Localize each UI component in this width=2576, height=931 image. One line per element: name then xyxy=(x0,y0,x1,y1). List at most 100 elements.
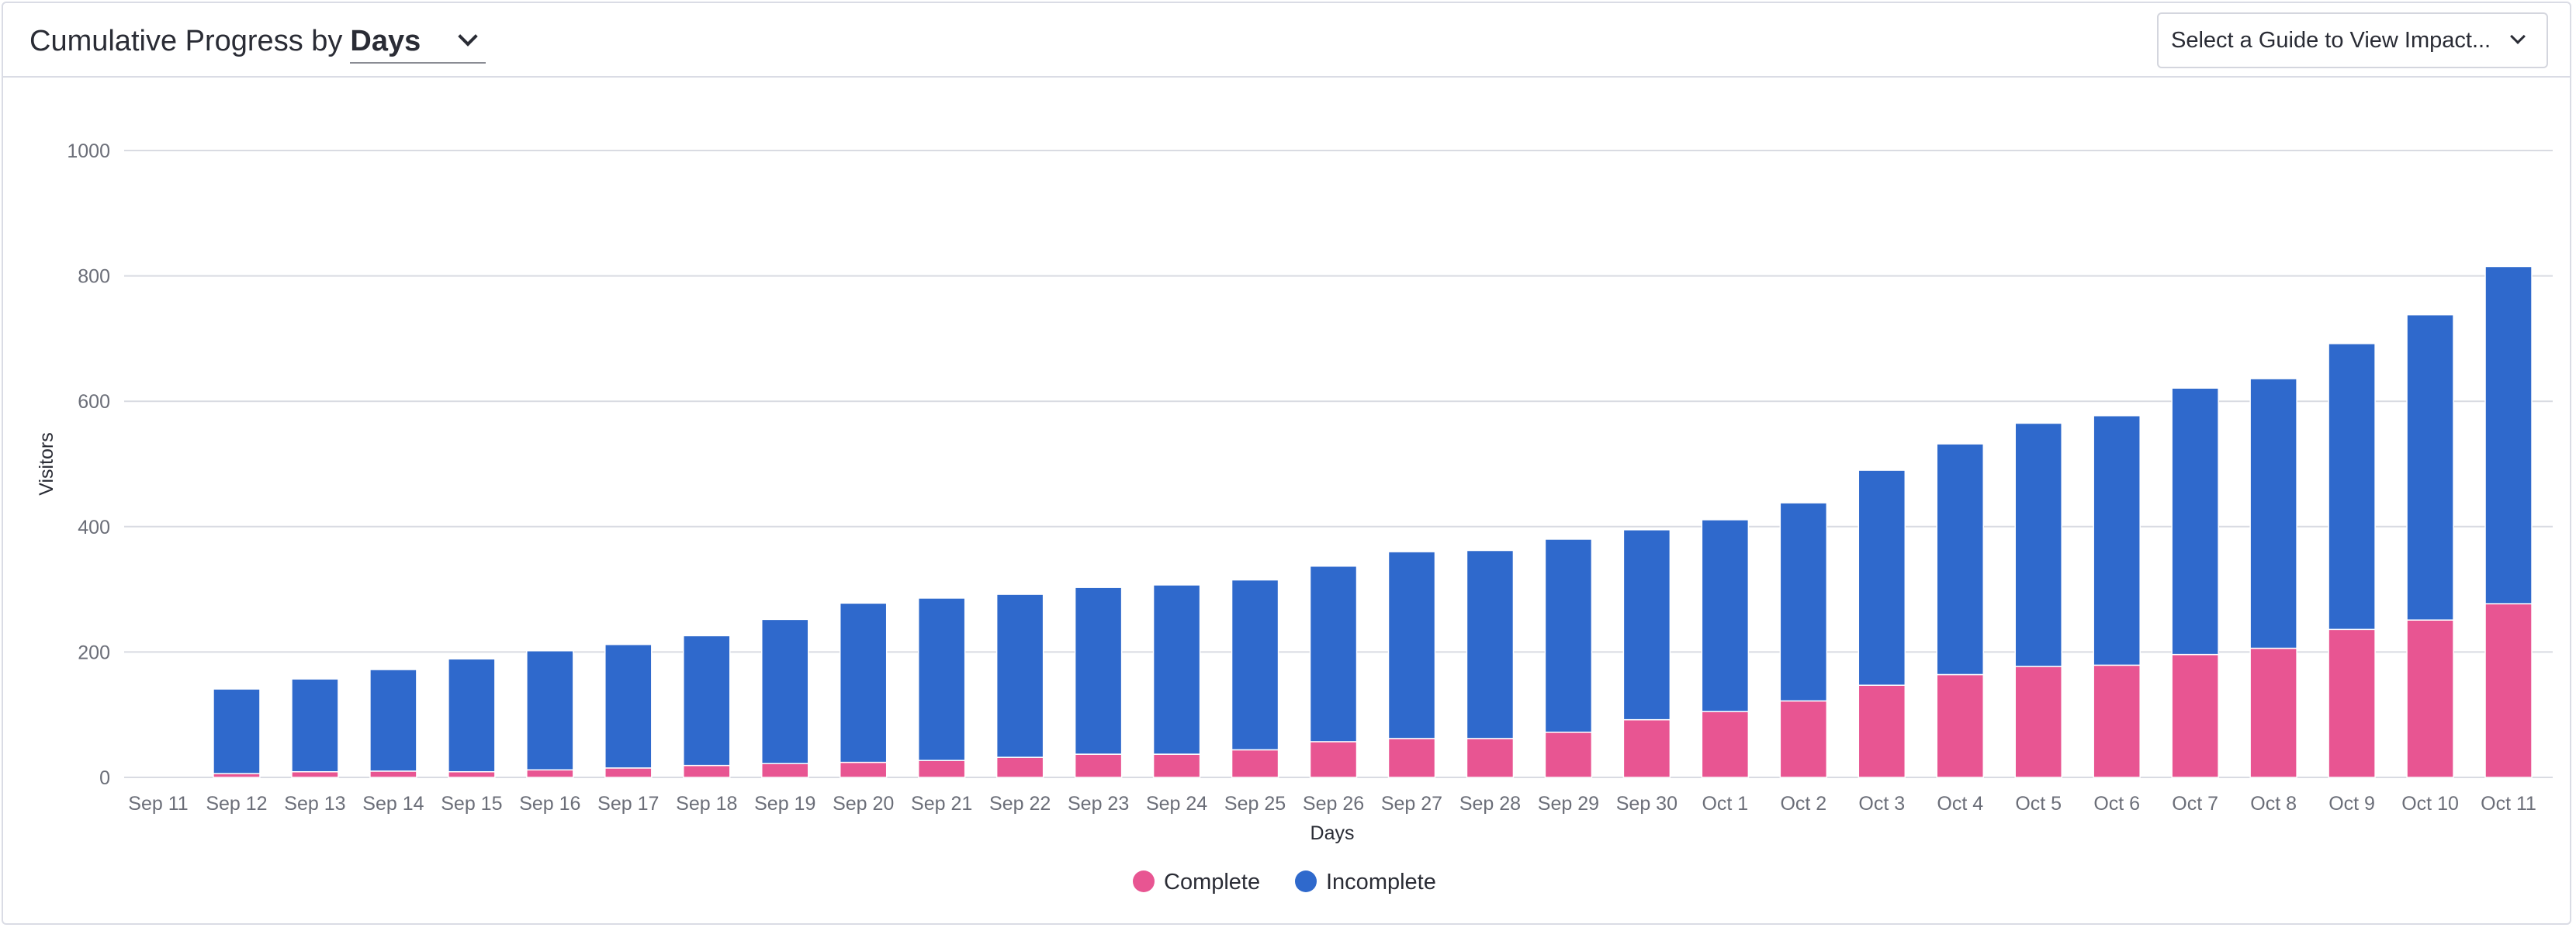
bar-incomplete xyxy=(995,594,1044,758)
x-tick-label: Sep 13 xyxy=(284,793,345,815)
x-tick-label: Oct 3 xyxy=(1858,793,1905,815)
bar-incomplete xyxy=(369,669,417,772)
legend-marker-complete xyxy=(1133,870,1155,892)
bar-incomplete xyxy=(1779,502,1828,702)
bar-incomplete xyxy=(1936,443,1985,676)
x-tick-label: Sep 15 xyxy=(441,793,502,815)
x-tick-label: Sep 25 xyxy=(1224,793,1286,815)
legend-marker-incomplete xyxy=(1295,870,1317,892)
y-tick-label: 200 xyxy=(78,642,110,663)
bar-complete xyxy=(1622,718,1671,778)
y-tick-label: 0 xyxy=(99,767,110,789)
x-axis-title: Days xyxy=(1311,822,1355,844)
y-tick-label: 600 xyxy=(78,391,110,413)
bar-complete xyxy=(1701,711,1750,778)
bar-incomplete xyxy=(1074,587,1123,755)
x-tick-label: Oct 8 xyxy=(2250,793,2297,815)
x-tick-label: Oct 9 xyxy=(2328,793,2375,815)
bar-complete xyxy=(1231,749,1279,778)
y-tick-label: 1000 xyxy=(67,140,110,162)
x-tick-label: Sep 29 xyxy=(1538,793,1599,815)
chart-title: Cumulative Progress by Days xyxy=(29,23,486,64)
bar-complete xyxy=(604,767,653,778)
y-tick-label: 400 xyxy=(78,517,110,538)
bar-incomplete xyxy=(604,643,653,769)
bar-incomplete xyxy=(2093,415,2141,666)
group-by-select[interactable]: Days xyxy=(350,23,486,64)
bar-incomplete xyxy=(1858,469,1906,686)
bar-complete xyxy=(1779,700,1828,778)
bar-incomplete xyxy=(2406,313,2454,621)
x-tick-label: Oct 5 xyxy=(2015,793,2062,815)
x-tick-label: Sep 18 xyxy=(676,793,737,815)
x-tick-label: Sep 19 xyxy=(754,793,815,815)
bar-complete xyxy=(2014,666,2062,778)
x-tick-label: Sep 20 xyxy=(833,793,894,815)
x-tick-label: Sep 24 xyxy=(1146,793,1207,815)
x-tick-label: Oct 2 xyxy=(1780,793,1826,815)
bar-complete xyxy=(2406,619,2454,778)
bar-incomplete xyxy=(1152,584,1201,755)
bar-complete xyxy=(1466,738,1515,778)
bar-complete xyxy=(1309,741,1358,778)
bar-incomplete xyxy=(683,635,731,767)
bar-complete xyxy=(995,756,1044,778)
x-tick-label: Sep 23 xyxy=(1068,793,1129,815)
group-by-value: Days xyxy=(350,25,421,57)
bar-incomplete xyxy=(526,650,574,771)
bar-complete xyxy=(526,769,574,778)
bar-incomplete xyxy=(448,658,496,773)
chart-title-prefix: Cumulative Progress by xyxy=(29,25,343,57)
x-tick-label: Oct 4 xyxy=(1937,793,1983,815)
y-tick-label: 800 xyxy=(78,266,110,288)
x-tick-label: Sep 28 xyxy=(1459,793,1521,815)
bar-incomplete xyxy=(839,602,888,763)
bar-incomplete xyxy=(2171,387,2219,656)
legend-label-incomplete: Incomplete xyxy=(1326,870,1436,895)
x-tick-label: Oct 11 xyxy=(2481,793,2536,815)
bar-incomplete xyxy=(1231,579,1279,751)
x-tick-label: Sep 16 xyxy=(519,793,580,815)
bar-incomplete xyxy=(2328,343,2376,631)
bar-complete xyxy=(1387,738,1436,778)
bar-complete xyxy=(369,770,417,778)
bar-complete xyxy=(917,760,966,778)
guide-select[interactable]: Select a Guide to View Impact... xyxy=(2157,12,2548,68)
bar-incomplete xyxy=(760,618,809,764)
bar-complete xyxy=(291,770,339,778)
x-tick-label: Oct 6 xyxy=(2093,793,2140,815)
bar-complete xyxy=(1936,673,1985,778)
bar-incomplete xyxy=(1701,519,1750,712)
panel-header: Cumulative Progress by Days Select a Guid… xyxy=(3,3,2570,78)
bar-incomplete xyxy=(291,678,339,773)
x-tick-label: Sep 26 xyxy=(1303,793,1364,815)
x-tick-label: Sep 30 xyxy=(1616,793,1678,815)
bar-incomplete xyxy=(1622,529,1671,721)
bar-complete xyxy=(1074,753,1123,778)
bar-incomplete xyxy=(2249,378,2297,649)
bar-complete xyxy=(2171,653,2219,778)
x-tick-label: Oct 1 xyxy=(1702,793,1748,815)
x-tick-label: Sep 27 xyxy=(1381,793,1442,815)
bar-complete xyxy=(1544,732,1593,778)
bar-incomplete xyxy=(1387,551,1436,739)
bar-complete xyxy=(2484,603,2533,778)
bar-complete xyxy=(2249,647,2297,778)
bar-complete xyxy=(2093,664,2141,778)
x-tick-label: Sep 11 xyxy=(128,793,188,815)
y-axis-title: Visitors xyxy=(36,432,57,496)
bar-incomplete xyxy=(2484,265,2533,604)
x-tick-label: Oct 7 xyxy=(2172,793,2218,815)
bar-complete xyxy=(683,764,731,778)
bar-incomplete xyxy=(1309,565,1358,742)
bar-complete xyxy=(2328,628,2376,778)
guide-select-label: Select a Guide to View Impact... xyxy=(2171,28,2491,53)
bar-complete xyxy=(839,761,888,778)
bar-complete xyxy=(1152,753,1201,778)
x-tick-label: Sep 22 xyxy=(989,793,1051,815)
bar-complete xyxy=(1858,684,1906,778)
bar-incomplete xyxy=(213,688,261,774)
bar-complete xyxy=(448,770,496,778)
